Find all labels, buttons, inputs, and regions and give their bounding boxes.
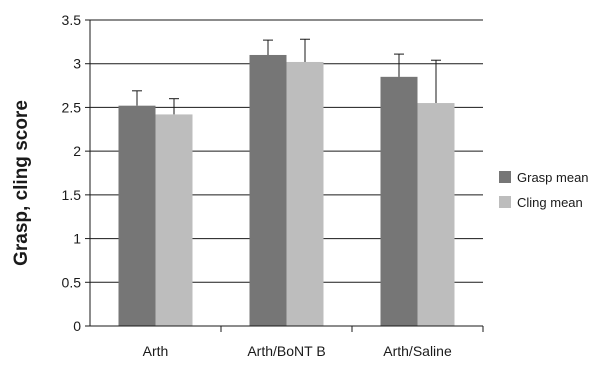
bar-grasp-mean — [249, 54, 287, 326]
y-tick-label: 1 — [73, 231, 81, 247]
legend-swatch — [499, 196, 511, 208]
legend-label: Cling mean — [517, 195, 583, 210]
y-tick-label: 1.5 — [62, 187, 82, 203]
legend-swatch — [499, 171, 511, 183]
y-tick-label: 3.5 — [62, 12, 82, 28]
x-category-label: Arth/Saline — [383, 343, 452, 359]
bar-grasp-mean — [118, 105, 156, 327]
x-category-label: Arth — [143, 343, 169, 359]
x-category-label: Arth/BoNT B — [247, 343, 325, 359]
bar-cling-mean — [286, 61, 324, 327]
y-tick-label: 2 — [73, 143, 81, 159]
axes — [85, 19, 484, 332]
legend-label: Grasp mean — [517, 170, 589, 185]
x-category-labels: Arth Arth/BoNT B Arth/Saline — [143, 343, 452, 359]
y-tick-labels: 0 0.5 1 1.5 2 2.5 3 3.5 — [62, 12, 82, 334]
y-tick-label: 3 — [73, 56, 81, 72]
bars — [118, 38, 455, 327]
y-axis-label: Grasp, cling score — [11, 100, 32, 266]
legend: Grasp mean Cling mean — [499, 170, 589, 210]
bar-grasp-mean — [380, 76, 418, 326]
bar-cling-mean — [417, 103, 455, 326]
y-tick-label: 2.5 — [62, 99, 82, 115]
y-tick-label: 0 — [73, 318, 81, 334]
y-tick-label: 0.5 — [62, 274, 82, 290]
bar-cling-mean — [155, 114, 193, 327]
